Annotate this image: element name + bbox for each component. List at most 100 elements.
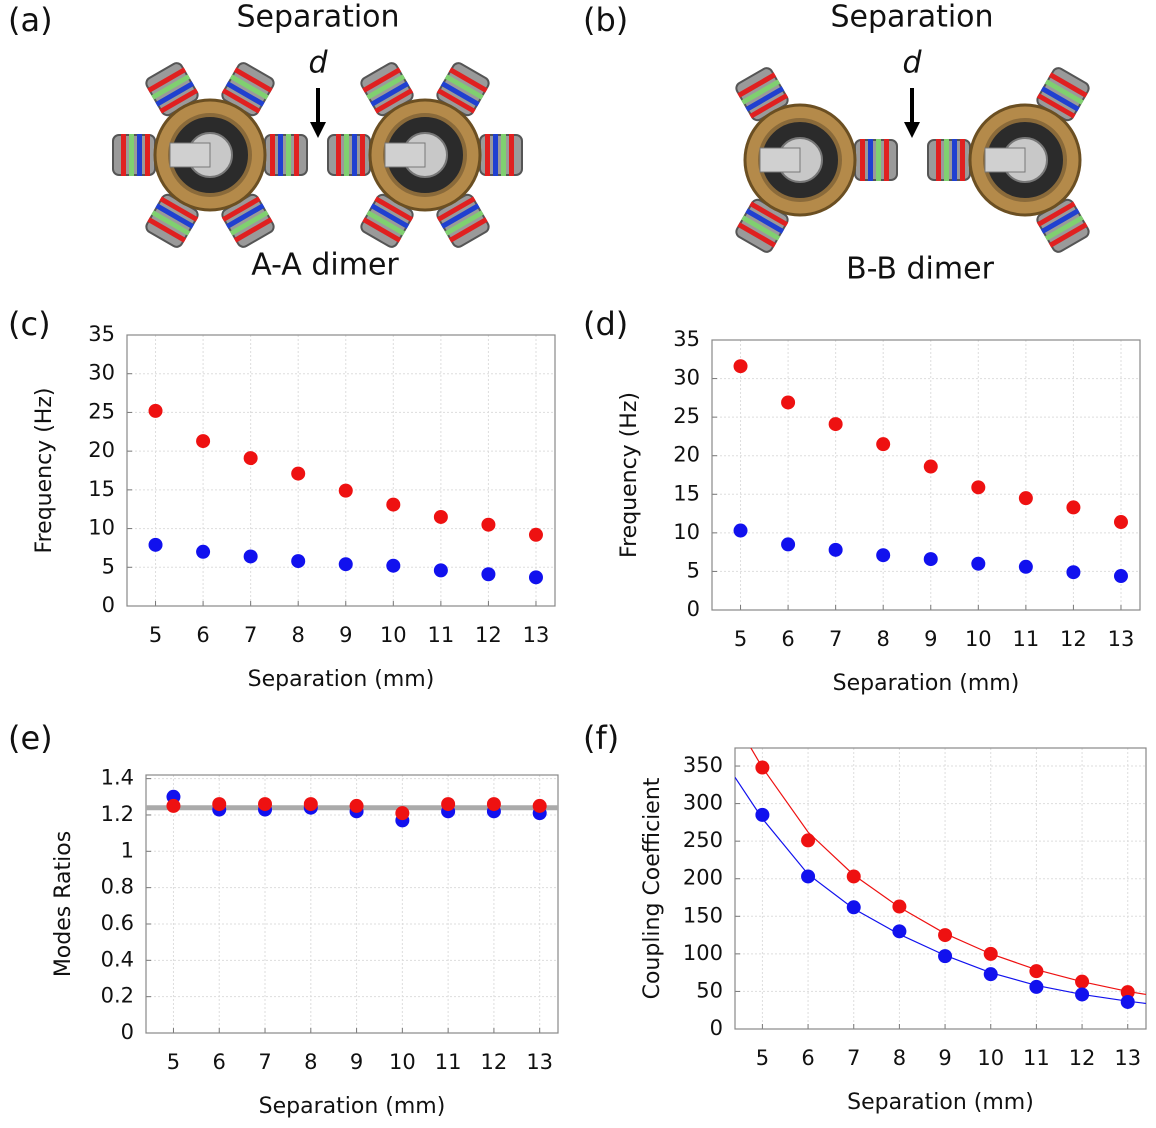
x-axis-title: Separation (mm) — [833, 671, 1020, 696]
spinner — [112, 59, 308, 251]
data-point — [938, 949, 953, 964]
plot-frame — [145, 774, 559, 1034]
x-tick-label: 6 — [213, 1050, 226, 1074]
x-tick-label: 5 — [734, 627, 747, 651]
photo-caption: B-B dimer — [846, 252, 995, 287]
y-tick-label: 150 — [683, 903, 723, 927]
data-point — [441, 797, 456, 812]
photo-title: Separation — [830, 0, 993, 35]
x-tick-label: 7 — [847, 1046, 860, 1070]
data-point — [528, 570, 543, 585]
data-point — [1018, 559, 1033, 574]
data-point — [733, 359, 748, 374]
data-point — [166, 798, 181, 813]
x-tick-label: 10 — [380, 623, 407, 647]
data-point — [1075, 974, 1090, 989]
y-tick-label: 300 — [683, 791, 723, 815]
x-axis-title: Separation (mm) — [847, 1090, 1034, 1115]
data-point — [1113, 569, 1128, 584]
chart: (f) 0 50 100 150 200 250 300 350 5 6 7 8 9 10 11 12 13 Sep… — [583, 719, 1147, 1115]
y-tick-label: 0.6 — [101, 911, 134, 935]
x-tick-label: 6 — [781, 627, 794, 651]
x-tick-label: 8 — [292, 623, 305, 647]
data-point — [196, 434, 211, 449]
plot-frame — [126, 334, 556, 607]
data-point — [892, 899, 907, 914]
data-point — [846, 900, 861, 915]
x-tick-label: 12 — [1069, 1046, 1096, 1070]
y-tick-label: 20 — [673, 443, 700, 467]
x-tick-label: 13 — [1108, 627, 1135, 651]
y-tick-label: 25 — [88, 399, 115, 423]
chart: (e) 0 0.2 0.4 0.6 0.8 1 1.2 1.4 5 6 7 8 9 10 11 12 13 Sepa… — [8, 719, 559, 1119]
y-tick-label: 10 — [88, 516, 115, 540]
panel-label: (c) — [8, 305, 51, 343]
data-point — [1113, 515, 1128, 530]
x-tick-label: 7 — [258, 1050, 271, 1074]
data-point — [781, 537, 796, 552]
data-point — [923, 552, 938, 567]
data-point — [755, 760, 770, 775]
y-tick-label: 100 — [683, 941, 723, 965]
panel-label: (e) — [8, 719, 53, 757]
y-tick-label: 200 — [683, 866, 723, 890]
data-point — [386, 497, 401, 512]
data-point — [1066, 500, 1081, 515]
data-point — [1075, 987, 1090, 1002]
x-tick-label: 13 — [523, 623, 550, 647]
photo-a: (a) Separation d A-A dimer — [8, 0, 523, 283]
x-tick-label: 6 — [196, 623, 209, 647]
data-point — [938, 928, 953, 943]
panel-label: (d) — [583, 305, 628, 343]
x-tick-label: 8 — [877, 627, 890, 651]
y-axis-title: Frequency (Hz) — [617, 392, 642, 558]
y-axis-title: Coupling Coefficient — [640, 777, 665, 999]
data-point — [828, 417, 843, 432]
x-tick-label: 9 — [350, 1050, 363, 1074]
y-tick-label: 5 — [102, 554, 115, 578]
data-point — [481, 567, 496, 582]
x-axis-title: Separation (mm) — [259, 1094, 446, 1119]
panel-label: (a) — [8, 1, 53, 39]
data-point — [846, 869, 861, 884]
data-point — [983, 967, 998, 982]
x-tick-label: 12 — [475, 623, 502, 647]
panel-label: (b) — [583, 1, 628, 39]
data-point — [1120, 994, 1135, 1009]
x-tick-label: 13 — [526, 1050, 553, 1074]
data-point — [1029, 979, 1044, 994]
data-point — [801, 833, 816, 848]
panel-label: (f) — [583, 719, 619, 757]
x-tick-label: 10 — [965, 627, 992, 651]
fit-curve — [735, 776, 1146, 1005]
x-tick-label: 5 — [149, 623, 162, 647]
spinner — [327, 59, 523, 251]
spinner — [732, 64, 898, 256]
gap-label: d — [902, 46, 922, 81]
y-tick-label: 30 — [673, 366, 700, 390]
y-tick-label: 0.8 — [101, 875, 134, 899]
data-point — [1029, 964, 1044, 979]
data-point — [733, 523, 748, 538]
data-point — [828, 542, 843, 557]
x-axis-title: Separation (mm) — [248, 667, 435, 692]
data-point — [801, 869, 816, 884]
data-point — [349, 798, 364, 813]
x-tick-label: 10 — [389, 1050, 416, 1074]
gap-arrow-head — [904, 122, 920, 138]
y-tick-label: 0 — [710, 1016, 723, 1040]
data-point — [971, 556, 986, 571]
x-tick-label: 9 — [938, 1046, 951, 1070]
data-point — [755, 807, 770, 822]
y-tick-label: 25 — [673, 404, 700, 428]
data-point — [528, 527, 543, 542]
x-tick-label: 9 — [924, 627, 937, 651]
data-point — [243, 549, 258, 564]
photo-caption: A-A dimer — [251, 248, 399, 283]
x-tick-label: 8 — [893, 1046, 906, 1070]
x-tick-label: 7 — [829, 627, 842, 651]
y-tick-label: 30 — [88, 361, 115, 385]
data-point — [876, 437, 891, 452]
y-tick-label: 20 — [88, 438, 115, 462]
plot-frame — [734, 747, 1147, 1030]
